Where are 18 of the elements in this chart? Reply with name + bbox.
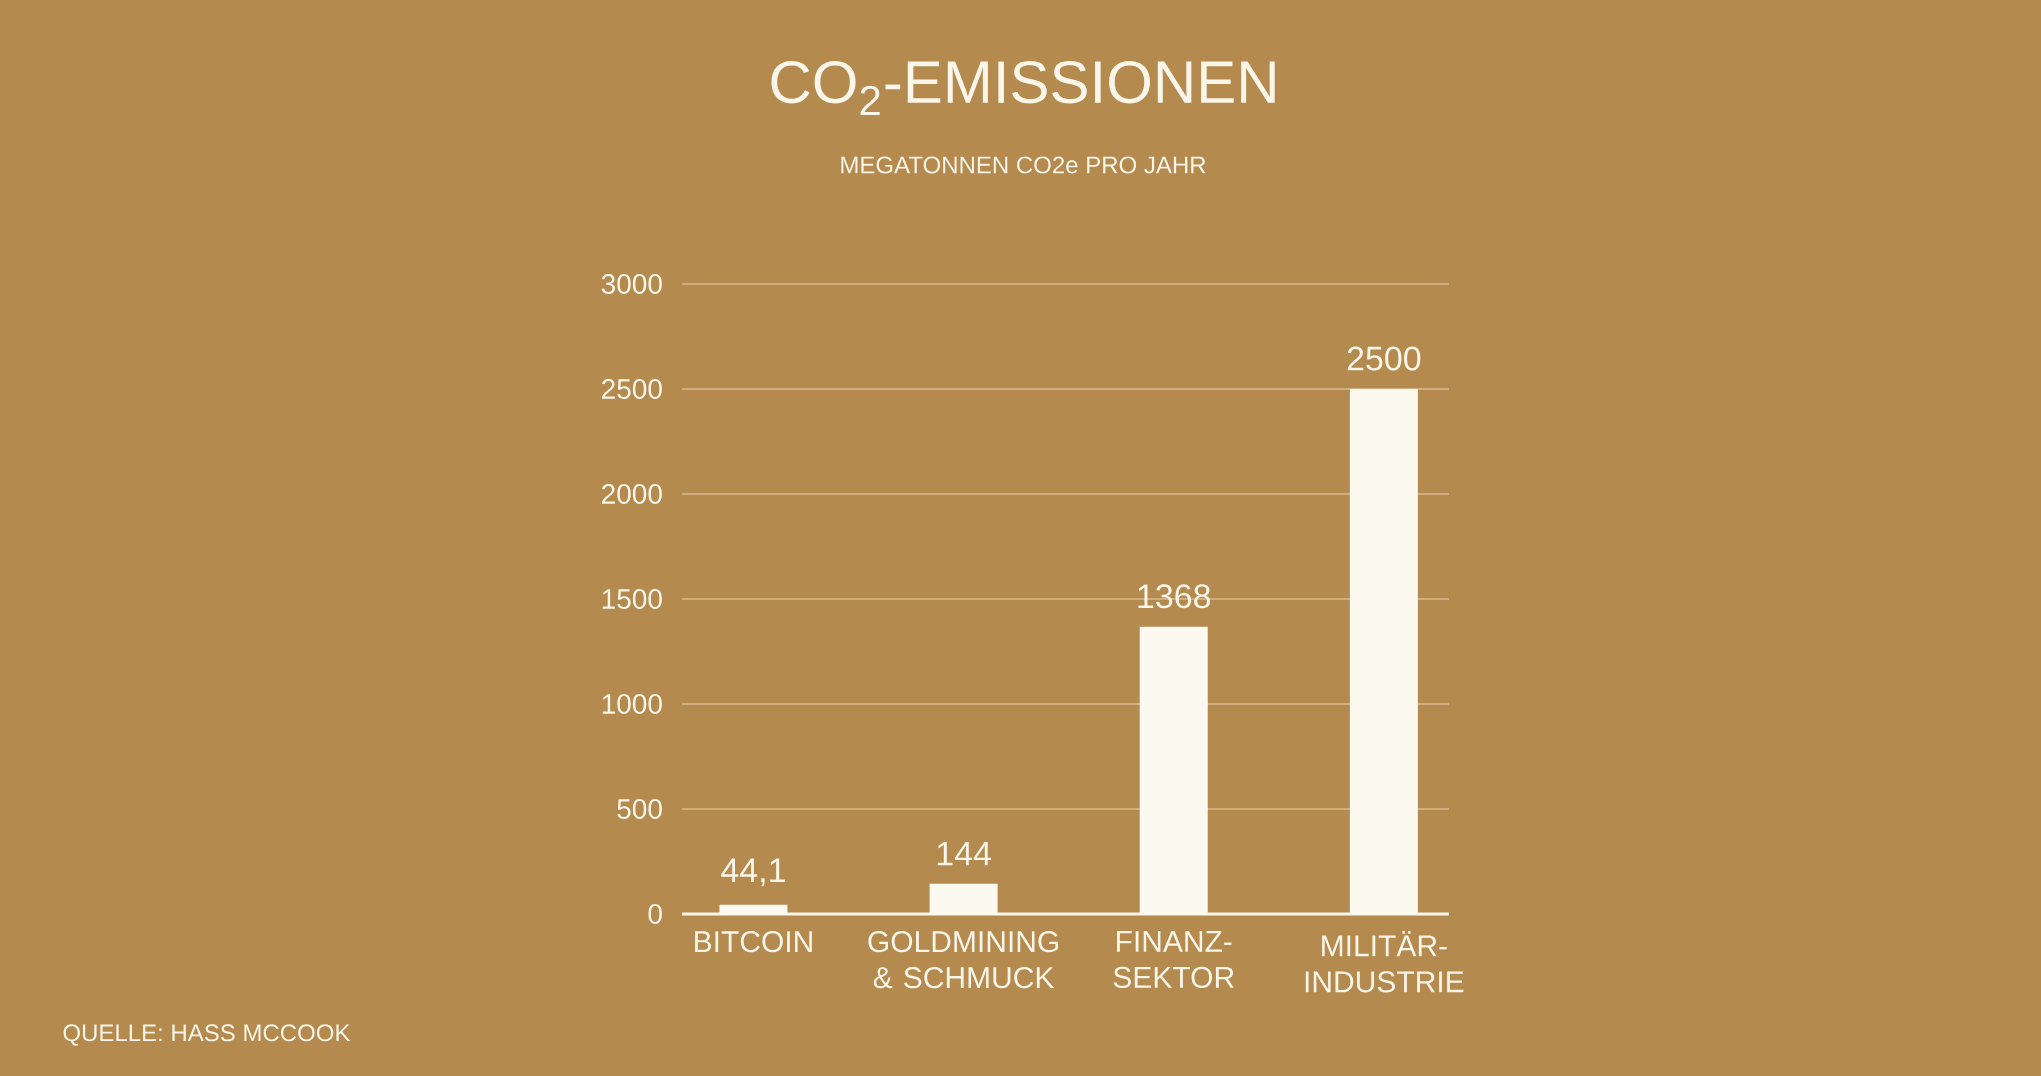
x-tick-label: MILITÄR-INDUSTRIE <box>1305 931 1464 993</box>
y-tick-label: 3000 <box>601 274 662 294</box>
y-tick-label: 500 <box>617 799 662 819</box>
data-label: 44,1 <box>721 858 785 887</box>
y-tick-label: 2000 <box>602 484 662 504</box>
y-tick-label: 1000 <box>602 694 662 714</box>
source-note: QUELLE: HASS MCCOOK <box>63 1024 351 1046</box>
chart-subtitle: MEGATONNEN CO2e PRO JAHR <box>841 156 1206 174</box>
x-tick-label: BITCOIN <box>695 931 812 953</box>
x-tick-label: GOLDMINING & SCHMUCK <box>868 931 1059 989</box>
chart-title: CO$_{2}$-EMISSIONEN <box>771 60 1275 116</box>
x-tick-label: FINANZ-SEKTOR <box>1113 931 1234 988</box>
data-label: 2500 <box>1347 346 1421 371</box>
y-tick-label: 0 <box>648 904 662 924</box>
y-tick-label: 2500 <box>602 379 662 399</box>
data-label: 144 <box>937 841 991 866</box>
y-tick-label: 1500 <box>602 589 662 609</box>
data-label: 1368 <box>1138 584 1211 609</box>
